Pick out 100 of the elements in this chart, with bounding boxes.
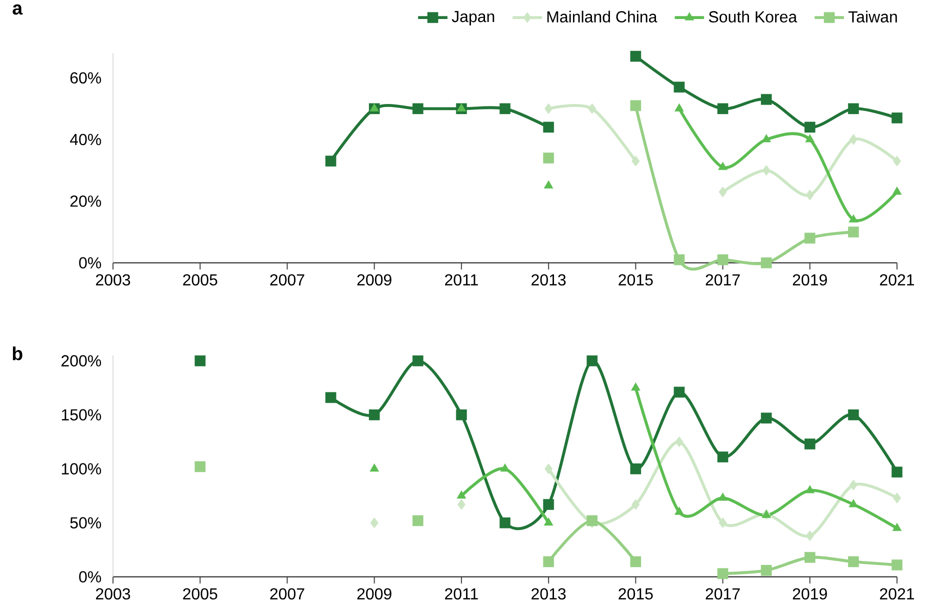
point	[412, 355, 424, 366]
x-tick-label: 2003	[96, 588, 130, 600]
point	[368, 409, 380, 420]
point	[760, 94, 772, 105]
point	[718, 162, 728, 170]
point	[805, 134, 815, 142]
x-tick-label: 2015	[618, 588, 653, 600]
point	[674, 386, 685, 398]
y-tick-label: 150%	[62, 409, 102, 421]
point	[325, 392, 336, 404]
point	[500, 517, 510, 528]
legend-label: Mainland China	[547, 10, 658, 23]
point	[456, 103, 466, 112]
point	[848, 214, 858, 222]
legend-label: Taiwan	[848, 10, 897, 23]
point	[848, 103, 859, 114]
point	[848, 409, 859, 420]
point	[762, 165, 770, 176]
chart-title: a	[12, 4, 23, 15]
point	[717, 568, 728, 580]
y-tick-label: 40%	[70, 134, 102, 146]
point	[892, 186, 902, 195]
y-tick-label: 200%	[62, 355, 102, 367]
point	[717, 103, 728, 114]
x-tick-label: 2011	[445, 274, 478, 286]
point	[194, 355, 206, 366]
x-tick-label: 2019	[792, 274, 827, 286]
point	[544, 463, 553, 474]
point	[370, 103, 380, 112]
x-tick-label: 2017	[706, 274, 740, 286]
x-tick-label: 2005	[183, 588, 218, 600]
point	[630, 50, 642, 62]
point	[760, 565, 772, 576]
point	[892, 466, 902, 478]
point	[848, 556, 859, 568]
legend-label: South Korea	[708, 10, 798, 23]
point	[194, 461, 206, 472]
point	[892, 112, 902, 124]
point	[892, 522, 902, 532]
point	[848, 226, 859, 238]
legend-label: Japan	[452, 11, 494, 26]
point	[717, 254, 728, 266]
point	[804, 438, 816, 450]
point	[543, 152, 554, 164]
x-tick-label: 2017	[706, 588, 740, 600]
point	[892, 156, 902, 167]
y-tick-label: 0%	[79, 571, 102, 583]
point	[806, 190, 814, 200]
point	[456, 409, 467, 420]
point	[849, 480, 858, 491]
point	[500, 463, 510, 472]
point	[630, 556, 642, 568]
point	[370, 517, 378, 528]
point	[586, 515, 598, 526]
point	[804, 232, 816, 244]
point	[805, 485, 815, 494]
point	[632, 156, 640, 167]
point	[804, 552, 816, 563]
y-tick-label: 50%	[70, 517, 102, 529]
x-tick-label: 2007	[270, 274, 304, 286]
x-tick-label: 2019	[792, 588, 827, 600]
y-tick-label: 20%	[70, 196, 102, 207]
point	[849, 134, 858, 146]
point	[543, 556, 554, 568]
point	[630, 463, 642, 474]
point	[412, 103, 424, 114]
point	[632, 499, 640, 510]
x-tick-label: 2007	[270, 588, 304, 600]
y-tick-label: 100%	[62, 463, 102, 475]
point	[325, 156, 336, 167]
x-tick-label: 2011	[445, 588, 478, 600]
point	[675, 436, 684, 448]
point	[588, 103, 596, 114]
chart-title: b	[12, 346, 22, 360]
x-tick-label: 2009	[357, 274, 392, 286]
point	[804, 122, 816, 133]
point	[674, 506, 684, 515]
point	[674, 254, 685, 266]
x-tick-label: 2009	[357, 588, 392, 600]
point	[674, 103, 684, 112]
point	[718, 517, 727, 528]
point	[543, 499, 554, 510]
y-tick-label: 60%	[70, 72, 102, 84]
x-tick-label: 2013	[532, 274, 566, 286]
x-tick-label: 2021	[880, 274, 914, 286]
point	[544, 517, 554, 526]
point	[630, 100, 642, 112]
point	[718, 492, 728, 501]
point	[760, 257, 772, 268]
point	[717, 452, 728, 462]
point	[674, 82, 685, 93]
y-tick-label: 0%	[79, 257, 102, 269]
point	[718, 186, 727, 198]
x-tick-label: 2003	[96, 274, 130, 286]
point	[892, 492, 902, 504]
point	[456, 490, 466, 499]
point	[806, 530, 814, 542]
point	[370, 463, 380, 472]
x-tick-label: 2021	[880, 588, 914, 600]
point	[760, 412, 772, 424]
